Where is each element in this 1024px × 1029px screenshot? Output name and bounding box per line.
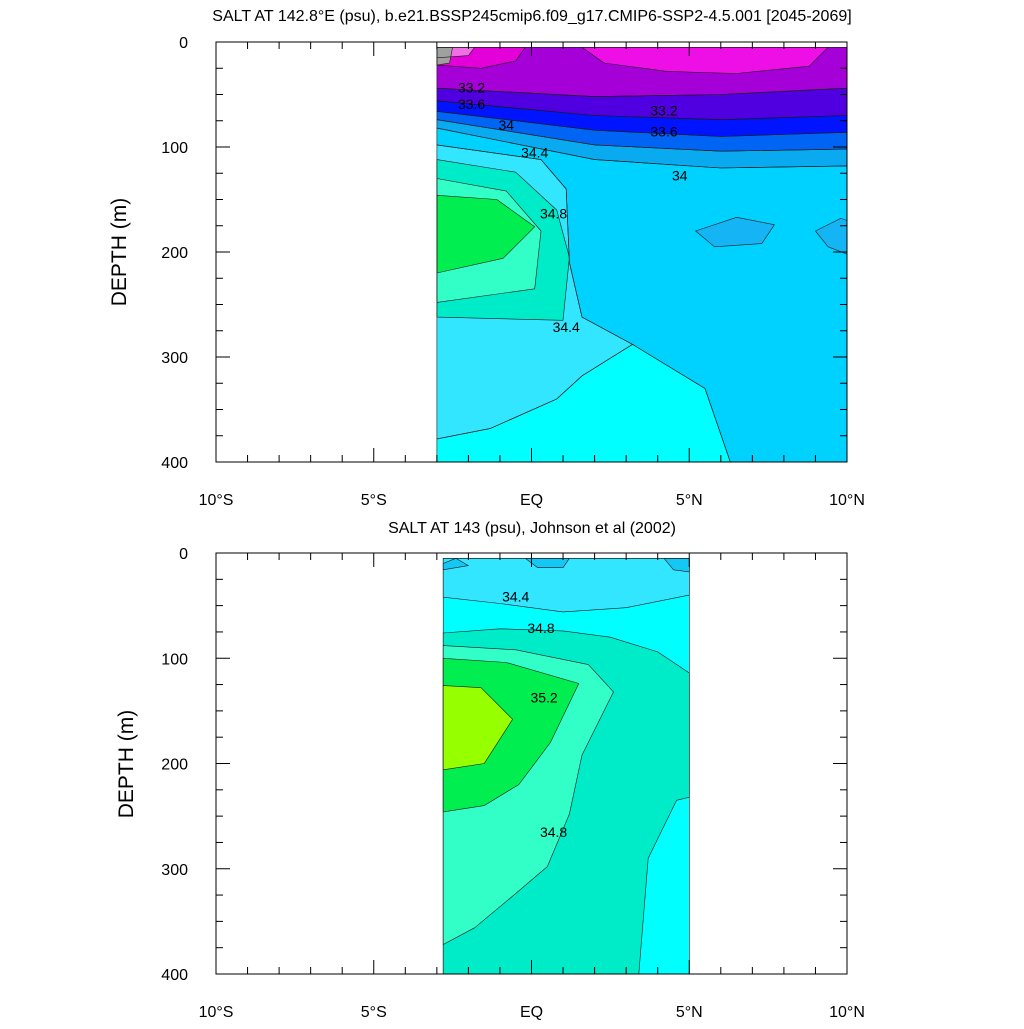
y-axis-label: DEPTH (m) (115, 710, 138, 819)
contour-line (695, 217, 775, 248)
contour-region-halocline-mid (436, 111, 847, 152)
contour-line (442, 685, 513, 771)
x-tick-label: 10°S (199, 1004, 234, 1021)
contour-label-layer: 34.4 34.8 35.2 34.8 (502, 588, 567, 840)
y-tick-label: 100 (161, 140, 188, 157)
contour-fill-layer (443, 558, 690, 974)
contour-region-core-green (436, 195, 535, 273)
contour-region-lower-cyan (436, 344, 731, 462)
y-tick-label: 200 (161, 757, 188, 774)
contour-label: 34.4 (502, 588, 529, 604)
panel-model: SALT AT 142.8°E (psu), b.e21.BSSP245cmip… (108, 8, 865, 509)
contour-line (436, 195, 536, 274)
x-tick-label: 5°N (676, 492, 703, 509)
panel-observations: SALT AT 143 (psu), Johnson et al (2002) … (115, 520, 865, 1021)
contour-region-halocline-light (436, 119, 847, 168)
contour-line (436, 46, 453, 66)
contour-line (436, 159, 570, 321)
contour-label: 35.2 (530, 690, 557, 706)
contour-label: 33.2 (458, 79, 485, 95)
contour-label: 34.8 (527, 620, 554, 636)
x-tick-label: 5°N (676, 1004, 703, 1021)
contour-label: 34.4 (553, 319, 580, 335)
contour-label: 34.4 (521, 145, 548, 161)
contour-region-surface-gray (436, 47, 453, 66)
contour-line (663, 557, 690, 573)
contour-label: 34.8 (540, 824, 567, 840)
contour-region-surface-light (443, 558, 690, 612)
contour-line (436, 178, 542, 303)
contour-region-lime-core (443, 685, 513, 770)
axis-ticks: 10°S 5°S EQ 5°N 10°N 0 100 200 300 400 (161, 35, 865, 509)
contour-region-halocline-dark (436, 88, 847, 120)
x-tick-label: 5°S (361, 1004, 387, 1021)
y-tick-label: 0 (179, 546, 188, 563)
x-tick-label: 10°N (829, 492, 865, 509)
y-axis-label: DEPTH (m) (108, 198, 131, 307)
panel-title: SALT AT 142.8°E (psu), b.e21.BSSP245cmip… (212, 8, 851, 25)
y-tick-label: 200 (161, 245, 188, 262)
y-tick-label: 400 (161, 967, 188, 984)
contour-region-upper-cyan (436, 128, 847, 462)
contour-line (524, 557, 570, 569)
y-tick-label: 100 (161, 651, 188, 668)
panel-title: SALT AT 143 (psu), Johnson et al (2002) (388, 520, 676, 537)
x-tick-label: EQ (520, 492, 543, 509)
contour-line (442, 657, 580, 813)
x-tick-label: 10°S (199, 492, 234, 509)
axis-ticks: 10°S 5°S EQ 5°N 10°N 0 100 200 300 400 (161, 546, 865, 1021)
y-tick-label: 0 (179, 35, 188, 52)
contour-label: 34 (499, 117, 515, 133)
contour-region-surface-magenta-e (582, 47, 829, 74)
contour-region-surface-blob-2 (664, 558, 690, 572)
contour-label: 33.6 (650, 124, 677, 140)
contour-label: 34 (672, 168, 688, 184)
contour-label: 33.2 (650, 103, 677, 119)
contour-line (442, 557, 469, 571)
y-tick-label: 300 (161, 350, 188, 367)
x-tick-label: 5°S (361, 492, 387, 509)
x-tick-label: EQ (520, 1004, 543, 1021)
contour-label: 34.8 (540, 205, 567, 221)
y-tick-label: 300 (161, 862, 188, 879)
contour-fill-layer (436, 47, 847, 462)
x-tick-label: 10°N (829, 1004, 865, 1021)
contour-label: 33.6 (458, 96, 485, 112)
contour-region-halocline-blue (436, 100, 847, 137)
y-tick-label: 400 (161, 455, 188, 472)
contour-line (442, 645, 614, 945)
contour-region-surface-blob-1 (525, 558, 570, 568)
contour-line (581, 46, 829, 74)
